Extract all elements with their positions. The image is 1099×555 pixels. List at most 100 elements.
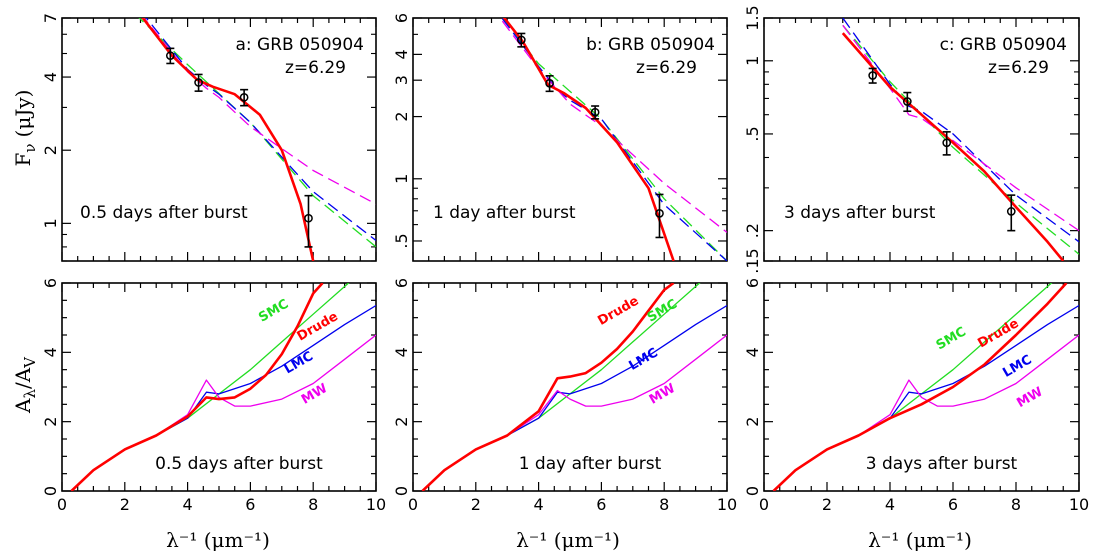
panel-title: a: GRB 050904 — [236, 35, 365, 55]
series-line-drude — [841, 32, 1065, 261]
data-point — [304, 213, 313, 223]
curve-label-drude: Drude — [595, 293, 641, 328]
panel-redshift: z=6.29 — [285, 58, 346, 78]
x-tick-label: 6 — [596, 495, 606, 514]
y-tick-label: 6 — [392, 13, 411, 23]
series-line-lmc — [842, 18, 1079, 243]
x-tick-label: 10 — [1069, 495, 1089, 514]
series-line-mw — [842, 24, 1079, 232]
y-tick-label: 1 — [392, 174, 411, 184]
curve-label-smc: SMC — [645, 297, 680, 326]
data-point — [239, 93, 249, 102]
panel-epoch: 0.5 days after burst — [155, 454, 323, 474]
xlabel-a: λ⁻¹ (μm⁻¹) — [166, 528, 270, 552]
series-line-drude — [772, 283, 1068, 491]
y-tick-label: .5 — [743, 126, 762, 141]
curve-label-smc: SMC — [256, 297, 291, 326]
y-tick-label: .2 — [743, 223, 762, 238]
data-point — [902, 97, 912, 106]
data-point — [165, 51, 175, 60]
panel-epoch: 3 days after burst — [866, 454, 1018, 474]
y-tick-label: 1 — [743, 56, 762, 66]
series-line-smc — [501, 18, 727, 261]
curve-label-mw: MW — [299, 381, 330, 408]
y-tick-label: .15 — [743, 248, 762, 273]
data-point — [545, 78, 554, 88]
top-ylabel-unit: (μJy) — [11, 90, 35, 138]
y-tick-label: 2 — [392, 417, 411, 427]
series-line-drude — [70, 283, 324, 491]
data-point — [942, 138, 952, 148]
xlabel-c: λ⁻¹ (μm⁻¹) — [868, 528, 972, 552]
curve-label-smc: SMC — [934, 324, 969, 353]
panel-epoch: 3 days after burst — [784, 203, 936, 223]
x-tick-label: 4 — [183, 495, 193, 514]
data-point — [516, 35, 526, 45]
panel-title: c: GRB 050904 — [940, 35, 1067, 55]
series-line-smc — [842, 24, 1079, 255]
data-point — [655, 209, 664, 218]
x-tick-label: 10 — [717, 495, 737, 514]
x-tick-label: 0 — [759, 495, 769, 514]
x-tick-label: 10 — [366, 495, 386, 514]
x-tick-label: 2 — [120, 495, 130, 514]
y-tick-label: 3 — [392, 75, 411, 85]
y-tick-label: 6 — [41, 278, 60, 288]
panel-c-top: .15 .2 .5 1 1.5 c: GRB 050904 z=6.29 3 days aft… — [743, 5, 1080, 274]
y-tick-label: 6 — [392, 278, 411, 288]
x-tick-label: 8 — [308, 495, 318, 514]
y-tick-label: 1 — [41, 218, 60, 228]
bottom-ylabel-slash: /A — [11, 367, 35, 389]
data-point — [590, 107, 600, 117]
x-tick-label: 8 — [1011, 495, 1021, 514]
panel-title: b: GRB 050904 — [586, 35, 715, 55]
x-tick-label: 4 — [534, 495, 544, 514]
x-tick-label: 0 — [408, 495, 418, 514]
panel-a-bottom: 0 2 4 6 8 10 0 2 4 6 0.5 days after burst SMC Drude L… — [41, 278, 386, 514]
bottom-ylabel-main: A — [11, 398, 35, 414]
y-tick-label: 4 — [41, 72, 60, 82]
data-point — [1006, 207, 1016, 216]
x-tick-label: 2 — [822, 495, 832, 514]
bottom-ylabel-sub1: λ — [21, 389, 39, 399]
y-tick-label: 2 — [41, 417, 60, 427]
y-tick-label: 0 — [392, 486, 411, 496]
x-tick-label: 6 — [245, 495, 255, 514]
data-point — [194, 78, 203, 87]
curve-label-lmc: LMC — [1000, 352, 1034, 380]
panel-a-top: 1 2 4 7 a: GRB 050904 z=6.29 0.5 days after bu… — [41, 13, 377, 262]
x-tick-label: 2 — [471, 495, 481, 514]
xlabel-b: λ⁻¹ (μm⁻¹) — [516, 528, 620, 552]
y-tick-label: 7 — [41, 13, 60, 23]
curve-label-lmc: LMC — [627, 346, 661, 374]
series-line-drude — [421, 283, 675, 491]
series-line-drude — [502, 18, 675, 261]
panel-epoch: 1 day after burst — [519, 454, 662, 474]
y-tick-label: 6 — [743, 278, 762, 288]
bottom-ylabel: Aλ/AV — [11, 356, 39, 414]
y-tick-label: 4 — [392, 347, 411, 357]
series-line-drude — [141, 18, 315, 261]
panel-redshift: z=6.29 — [988, 58, 1049, 78]
x-tick-label: 4 — [885, 495, 895, 514]
curve-label-lmc: LMC — [282, 349, 316, 377]
panel-epoch: 1 day after burst — [433, 203, 576, 223]
panel-b-bottom: 0 2 4 6 8 10 0 2 4 6 1 day after burst Drude SMC LMC M… — [392, 278, 737, 514]
panel-b-top: .5 1 2 3 4 6 b: GRB 050904 z=6.29 1 day after bu… — [392, 13, 728, 262]
y-tick-label: 2 — [743, 417, 762, 427]
x-tick-label: 8 — [659, 495, 669, 514]
top-ylabel-sub: ν — [21, 143, 39, 152]
y-tick-label: 2 — [41, 145, 60, 155]
data-point — [868, 71, 878, 80]
y-tick-label: .5 — [392, 233, 411, 248]
curve-label-drude: Drude — [295, 309, 341, 344]
bottom-ylabel-sub2: V — [21, 356, 39, 369]
y-tick-label: 1.5 — [743, 5, 762, 30]
y-tick-label: 2 — [392, 111, 411, 121]
curve-label-mw: MW — [647, 381, 678, 408]
panel-epoch: 0.5 days after burst — [80, 203, 248, 223]
y-tick-label: 0 — [743, 486, 762, 496]
curve-label-mw: MW — [1014, 385, 1045, 412]
